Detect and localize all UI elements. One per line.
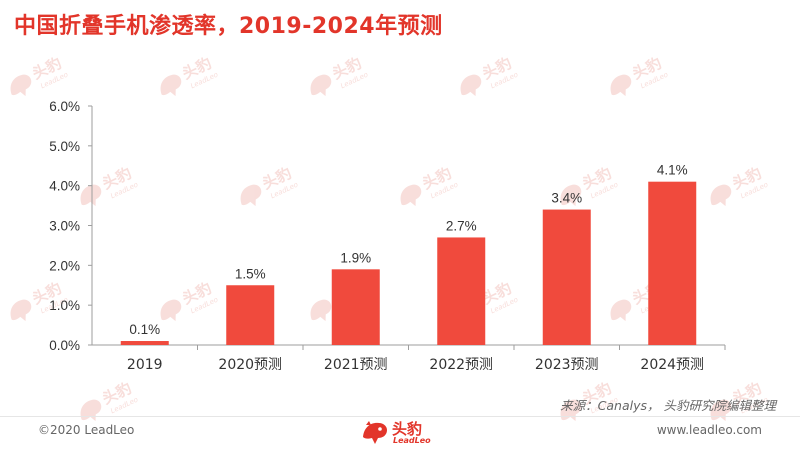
bar <box>437 237 486 345</box>
footer-logo: 头豹 LeadLeo <box>360 417 450 449</box>
y-tick-label: 2.0% <box>49 258 80 273</box>
x-tick-label: 2022预测 <box>429 357 493 373</box>
logo-brand-cn: 头豹 <box>392 420 423 438</box>
x-tick-label: 2019 <box>127 357 163 373</box>
bar-value-label: 4.1% <box>657 163 688 178</box>
page-title: 中国折叠手机渗透率，2019-2024年预测 <box>14 14 443 39</box>
footer-divider <box>0 416 800 417</box>
y-tick-label: 0.0% <box>49 338 80 353</box>
bar <box>120 341 169 345</box>
logo-brand-en: LeadLeo <box>393 436 431 445</box>
bar <box>226 285 275 345</box>
bar-chart: 0.0% 1.0% 2.0% 3.0% 4.0% 5.0% 6.0% 0.1% 2019 1.5%… <box>49 99 726 373</box>
bar <box>331 269 380 345</box>
leopard-logo-icon <box>363 421 387 444</box>
bar <box>542 209 591 345</box>
x-tick-label: 2023预测 <box>535 357 599 373</box>
x-tick-label: 2021预测 <box>324 357 388 373</box>
x-tick-label: 2024预测 <box>640 357 704 373</box>
bar <box>648 181 697 345</box>
bar-value-label: 0.1% <box>129 322 160 337</box>
copyright-text: ©2020 LeadLeo <box>38 423 135 437</box>
x-tick-label: 2020预测 <box>218 357 282 373</box>
bar-value-label: 2.7% <box>446 218 477 233</box>
y-tick-label: 1.0% <box>49 298 80 313</box>
y-tick-label: 5.0% <box>49 139 80 154</box>
y-tick-label: 3.0% <box>49 219 80 234</box>
bar-value-label: 1.5% <box>235 266 266 281</box>
bar-value-label: 3.4% <box>551 191 582 206</box>
source-note: 来源：Canalys， 头豹研究院编辑整理 <box>560 398 776 413</box>
y-tick-label: 6.0% <box>49 99 80 114</box>
y-tick-label: 4.0% <box>49 179 80 194</box>
bar-value-label: 1.9% <box>340 250 371 265</box>
footer-url: www.leadleo.com <box>656 423 762 437</box>
